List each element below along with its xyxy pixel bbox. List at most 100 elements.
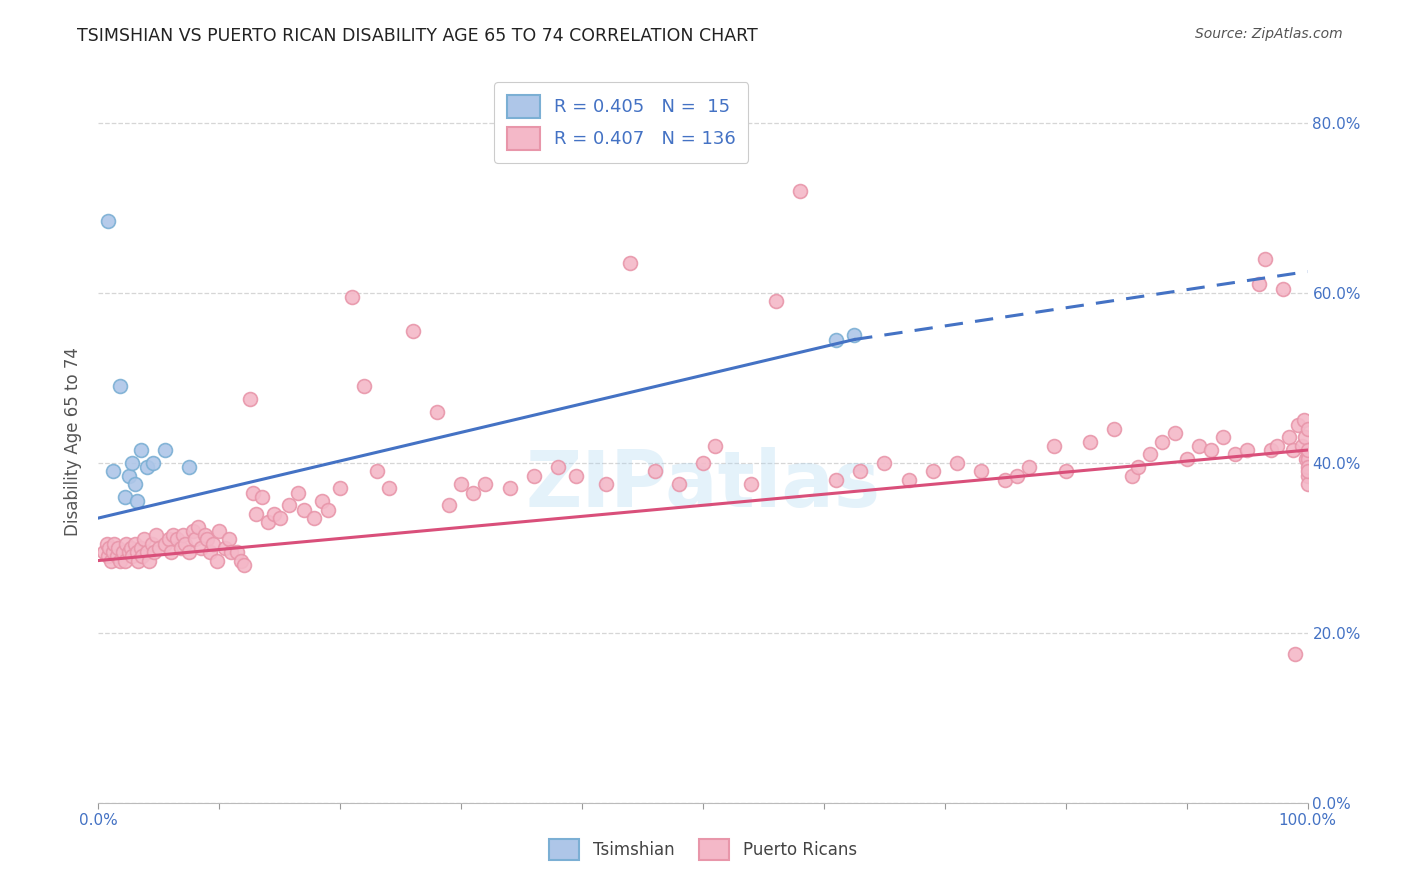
Point [692, 456, 714, 470]
Point [1295, 451, 1317, 466]
Point [1296, 460, 1319, 475]
Point [108, 553, 131, 567]
Point [1188, 439, 1211, 453]
Point [135, 460, 157, 475]
Point [232, 558, 254, 572]
Point [1175, 451, 1198, 466]
Point [1121, 468, 1143, 483]
Point [208, 524, 231, 538]
Point [1296, 477, 1319, 491]
Point [463, 485, 485, 500]
Point [131, 549, 153, 564]
Point [1102, 422, 1125, 436]
Y-axis label: Disability Age 65 to 74: Disability Age 65 to 74 [65, 347, 83, 536]
Point [138, 553, 160, 567]
Point [595, 477, 617, 491]
Point [292, 502, 315, 516]
Point [498, 481, 520, 495]
Point [202, 536, 225, 550]
Point [897, 473, 920, 487]
Point [437, 498, 460, 512]
Point [148, 541, 170, 555]
Point [1139, 447, 1161, 461]
Point [124, 536, 146, 550]
Point [1292, 413, 1315, 427]
Point [214, 541, 236, 555]
Point [1223, 447, 1246, 461]
Point [789, 184, 811, 198]
Point [100, 553, 122, 567]
Point [1128, 460, 1150, 475]
Point [205, 553, 228, 567]
Point [143, 545, 166, 559]
Point [218, 533, 240, 547]
Point [619, 256, 641, 270]
Point [704, 439, 727, 453]
Legend: Tsimshian, Puerto Ricans: Tsimshian, Puerto Ricans [543, 832, 863, 867]
Point [740, 477, 762, 491]
Point [287, 485, 309, 500]
Point [316, 502, 339, 516]
Point [311, 494, 333, 508]
Point [1018, 460, 1040, 475]
Point [474, 477, 496, 491]
Point [135, 545, 157, 559]
Point [1278, 430, 1301, 444]
Point [153, 443, 176, 458]
Point [1260, 443, 1282, 458]
Point [1042, 439, 1064, 453]
Point [970, 464, 993, 478]
Point [114, 553, 136, 567]
Point [1212, 430, 1234, 444]
Point [101, 545, 124, 559]
Point [329, 481, 352, 495]
Point [127, 494, 149, 508]
Point [302, 511, 325, 525]
Point [1007, 468, 1029, 483]
Point [1296, 422, 1319, 436]
Point [101, 464, 124, 478]
Point [96, 536, 118, 550]
Point [565, 468, 588, 483]
Point [342, 290, 364, 304]
Point [184, 533, 207, 547]
Point [174, 536, 197, 550]
Point [1254, 252, 1277, 266]
Point [1267, 439, 1289, 453]
Point [825, 473, 848, 487]
Point [198, 545, 221, 559]
Point [269, 511, 291, 525]
Point [124, 477, 146, 491]
Point [142, 456, 165, 470]
Point [93, 545, 115, 559]
Point [245, 507, 267, 521]
Point [166, 533, 188, 547]
Point [1294, 430, 1316, 444]
Point [353, 379, 375, 393]
Point [242, 485, 264, 500]
Point [194, 528, 217, 542]
Point [118, 468, 141, 483]
Point [250, 490, 273, 504]
Point [229, 553, 252, 567]
Point [1249, 277, 1271, 292]
Point [1296, 468, 1319, 483]
Text: Source: ZipAtlas.com: Source: ZipAtlas.com [1195, 27, 1343, 41]
Point [179, 545, 201, 559]
Point [153, 536, 176, 550]
Point [157, 533, 180, 547]
Point [765, 294, 787, 309]
Point [145, 528, 167, 542]
Point [107, 541, 129, 555]
Point [366, 464, 388, 478]
Point [187, 519, 209, 533]
Point [921, 464, 943, 478]
Point [668, 477, 690, 491]
Point [1272, 281, 1295, 295]
Point [121, 549, 143, 564]
Point [1054, 464, 1077, 478]
Point [108, 379, 131, 393]
Point [1282, 443, 1305, 458]
Point [239, 392, 262, 406]
Point [523, 468, 546, 483]
